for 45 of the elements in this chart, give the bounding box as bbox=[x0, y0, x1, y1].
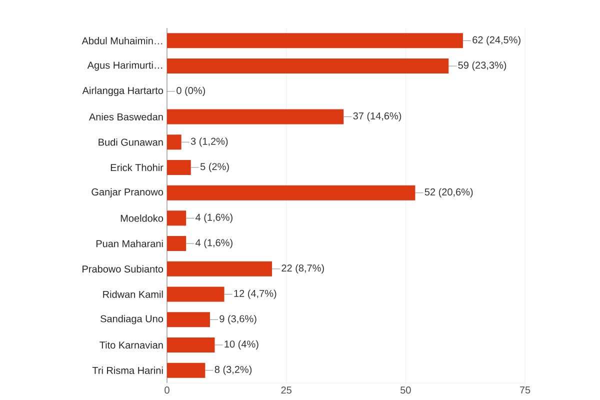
data-label: 22 (8,7%) bbox=[282, 264, 324, 274]
bar bbox=[167, 312, 210, 328]
bar bbox=[167, 134, 182, 150]
data-label: 5 (2%) bbox=[200, 162, 229, 172]
data-label: 10 (4%) bbox=[224, 340, 258, 350]
y-tick-label: Puan Maharani bbox=[96, 240, 163, 248]
bar bbox=[167, 109, 344, 124]
y-tick-label: Airlangga Hartarto bbox=[82, 86, 164, 96]
y-tick-label: Ganjar Pranowo bbox=[92, 188, 164, 198]
bar bbox=[167, 337, 215, 352]
data-label: 3 (1,2%) bbox=[190, 137, 228, 147]
y-tick-label: Ridwan Kamil bbox=[103, 290, 163, 298]
data-label: 59 (23,3%) bbox=[458, 61, 506, 71]
y-tick-label: Budi Gunawan bbox=[98, 138, 163, 146]
bar bbox=[167, 160, 191, 175]
x-tick-label: 50 bbox=[400, 386, 411, 394]
bar bbox=[167, 286, 224, 302]
y-tick-label: Tito Karnavian bbox=[100, 341, 163, 349]
y-tick-label: Sandiaga Uno bbox=[100, 314, 164, 324]
y-tick-label: Moeldoko bbox=[120, 214, 164, 222]
bar bbox=[167, 261, 272, 276]
data-label: 0 (0%) bbox=[176, 86, 206, 96]
bar bbox=[167, 362, 206, 378]
data-label: 12 (4,7%) bbox=[234, 290, 276, 299]
y-tick-label: Agus Harimurti… bbox=[87, 61, 162, 71]
bar bbox=[167, 210, 186, 226]
data-label: 8 (3,2%) bbox=[214, 366, 252, 375]
data-label: 4 (1,6%) bbox=[196, 238, 232, 248]
y-tick-label: Abdul Muhaimin… bbox=[82, 37, 162, 44]
x-tick-label: 25 bbox=[281, 386, 292, 394]
bar bbox=[167, 185, 416, 200]
y-tick-label: Tri Risma Harini bbox=[92, 366, 163, 374]
data-label: 37 (14,6%) bbox=[353, 112, 402, 122]
y-tick-label: Erick Thohir bbox=[110, 164, 164, 172]
x-tick-label: 75 bbox=[520, 386, 530, 394]
bar bbox=[167, 33, 463, 48]
bar bbox=[167, 58, 449, 74]
data-label: 4 (1,6%) bbox=[196, 214, 232, 223]
y-tick-label: Prabowo Subianto bbox=[82, 265, 164, 273]
bar bbox=[167, 236, 186, 252]
y-tick-label: Anies Baswedan bbox=[88, 113, 163, 120]
data-label: 9 (3,6%) bbox=[220, 314, 256, 324]
x-tick-label: 0 bbox=[164, 386, 170, 394]
data-label: 62 (24,5%) bbox=[472, 36, 520, 46]
data-label: 52 (20,6%) bbox=[424, 188, 473, 198]
